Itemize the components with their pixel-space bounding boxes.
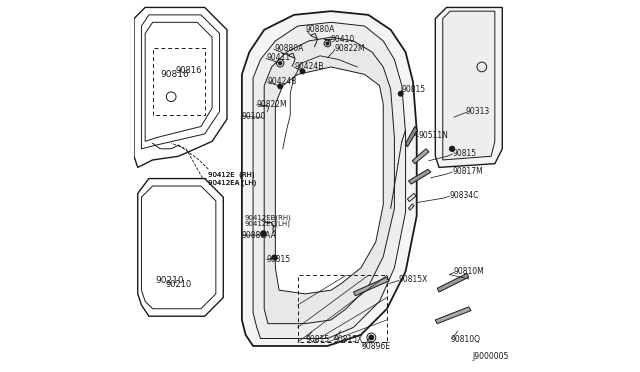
Circle shape xyxy=(278,62,282,65)
Text: 90880A: 90880A xyxy=(306,25,335,34)
Circle shape xyxy=(449,146,454,151)
Text: 90810M: 90810M xyxy=(454,267,484,276)
Text: 90816: 90816 xyxy=(175,66,202,75)
Text: 90817M: 90817M xyxy=(452,167,483,176)
Text: 90896E: 90896E xyxy=(362,342,390,351)
Text: 90313: 90313 xyxy=(465,107,490,116)
Polygon shape xyxy=(412,149,429,164)
Text: 90210: 90210 xyxy=(166,280,192,289)
Text: 90412EA (LH): 90412EA (LH) xyxy=(209,179,257,186)
Text: 90815X: 90815X xyxy=(333,335,363,344)
Circle shape xyxy=(273,255,277,260)
Circle shape xyxy=(369,335,374,340)
Text: 90816: 90816 xyxy=(161,70,189,79)
Polygon shape xyxy=(435,7,502,167)
Text: 90815: 90815 xyxy=(305,335,329,344)
Text: 90412EA (LH): 90412EA (LH) xyxy=(209,179,257,186)
Text: 90810Q: 90810Q xyxy=(451,335,481,344)
Text: 90412E  (RH): 90412E (RH) xyxy=(209,171,255,178)
Text: 90880A: 90880A xyxy=(275,44,304,53)
Circle shape xyxy=(261,231,266,236)
Polygon shape xyxy=(353,277,389,296)
Text: 90412EC(LH): 90412EC(LH) xyxy=(244,221,290,227)
Text: 90410: 90410 xyxy=(330,35,355,44)
Polygon shape xyxy=(443,11,495,160)
Text: 90210: 90210 xyxy=(155,276,184,285)
Circle shape xyxy=(326,42,329,45)
Polygon shape xyxy=(435,307,471,324)
Text: 90822M: 90822M xyxy=(335,44,365,53)
Text: 90815: 90815 xyxy=(452,149,476,158)
Text: 90834C: 90834C xyxy=(449,191,479,200)
Polygon shape xyxy=(253,22,406,339)
Text: 90424B: 90424B xyxy=(294,62,324,71)
Polygon shape xyxy=(406,126,417,147)
Text: J9000005: J9000005 xyxy=(472,352,509,361)
Polygon shape xyxy=(275,67,383,294)
Circle shape xyxy=(300,69,305,74)
Polygon shape xyxy=(242,11,417,346)
Text: 90424B: 90424B xyxy=(267,77,296,86)
Polygon shape xyxy=(264,37,394,324)
Text: 90100: 90100 xyxy=(242,112,266,121)
Text: 90815: 90815 xyxy=(266,255,290,264)
Polygon shape xyxy=(408,169,431,184)
Text: 90815: 90815 xyxy=(402,85,426,94)
Text: 90822M: 90822M xyxy=(256,100,287,109)
Text: 90815X: 90815X xyxy=(398,275,428,284)
Text: 90411: 90411 xyxy=(266,53,290,62)
Text: 90511N: 90511N xyxy=(418,131,448,140)
Text: 90880AA: 90880AA xyxy=(242,231,276,240)
Circle shape xyxy=(278,84,282,89)
Text: 90412E  (RH): 90412E (RH) xyxy=(209,171,255,178)
Circle shape xyxy=(399,92,403,96)
Polygon shape xyxy=(437,273,468,292)
Text: 90412EB(RH): 90412EB(RH) xyxy=(244,214,291,221)
